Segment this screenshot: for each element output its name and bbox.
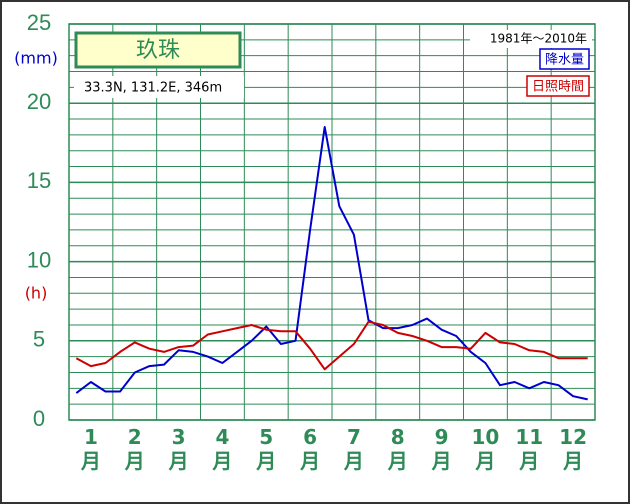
y-tick-label: 20 [27, 89, 51, 114]
y-tick-label: 15 [27, 168, 51, 193]
legend-box [526, 75, 590, 97]
y-tick-label: 5 [33, 327, 45, 352]
x-tick-label: 10 月 [471, 425, 499, 473]
period-bg [470, 30, 592, 48]
x-tick-label: 11 月 [515, 425, 543, 473]
series-line [75, 320, 588, 371]
legend-label: 降水量 [545, 53, 584, 68]
x-tick-label: 12 月 [559, 425, 587, 473]
y-tick-label: 25 [27, 10, 51, 35]
chart-title: 玖珠 [136, 38, 180, 63]
legend-label: 日照時間 [532, 80, 584, 95]
y2-label: (h) [25, 284, 48, 303]
series-line [75, 126, 588, 401]
legend-box [539, 48, 590, 70]
subtitle-bg [74, 76, 244, 98]
y-label: (mm) [14, 49, 58, 68]
lines [75, 126, 588, 401]
title-box [74, 31, 242, 69]
y-tick-label: 0 [33, 406, 45, 431]
y-tick-label: 10 [27, 247, 51, 272]
period: 1981年〜2010年 [490, 32, 587, 46]
subtitle: 33.3N, 131.2E, 346m [84, 81, 222, 96]
